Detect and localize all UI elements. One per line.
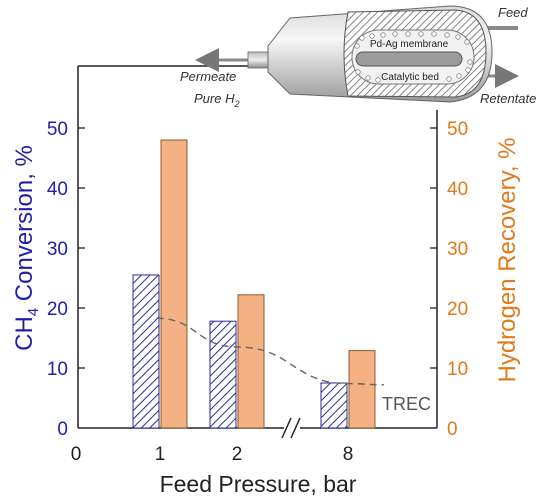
x-axis-break-mark-1 [281,417,292,439]
retentate-label: Retentate [480,91,536,106]
catalytic-bed-label: Catalytic bed [381,72,439,83]
right-tick-label: 10 [447,359,468,380]
y-left-label-sub: 4 [25,308,42,316]
x-tick-label: 2 [232,444,243,465]
membrane-label: Pd-Ag membrane [370,39,449,50]
bar-ch4-conversion-1 [132,274,160,429]
x-tick-label: 1 [155,444,166,465]
left-tick-label: 20 [47,299,68,320]
x-tick-label: 0 [71,444,82,465]
bar-hydrogen-recovery-8 [348,350,376,429]
left-tick-label: 10 [47,359,68,380]
x-axis-ticks: 0 1 2 8 [71,444,354,465]
bar-ch4-conversion-8 [320,382,348,429]
y-left-axis-label: CH4 Conversion, % [11,145,42,351]
left-tick-label: 30 [47,239,68,260]
trec-label: TREC [382,394,431,414]
right-tick-label: 50 [447,119,468,140]
left-tick-label: 0 [57,419,68,440]
left-axis-ticks: 0 10 20 30 40 50 [47,119,85,440]
bar-hydrogen-recovery-2 [237,294,265,429]
pure-h2-label: Pure H2 [194,91,239,109]
right-axis-ticks: 0 10 20 30 40 50 [430,119,468,440]
permeate-label: Permeate [180,69,236,84]
pure-h2-sub: 2 [233,99,239,109]
right-tick-label: 30 [447,239,468,260]
bars [132,139,376,429]
right-tick-label: 0 [447,419,458,440]
membrane-tube [355,51,463,67]
pure-h2-main: Pure H [194,91,235,106]
reactor-diagram: Pd-Ag membrane Catalytic bed Feed Retent… [180,5,536,109]
bar-ch4-conversion-2 [209,320,237,429]
right-tick-label: 40 [447,179,468,200]
left-tick-label: 50 [47,119,68,140]
x-axis-label: Feed Pressure, bar [160,471,357,497]
bar-hydrogen-recovery-1 [160,139,188,429]
right-tick-label: 20 [447,299,468,320]
trec-line [156,317,385,386]
feed-label: Feed [498,5,528,20]
x-axis-break-mark-2 [290,417,301,439]
catalyst-pellets [354,31,473,83]
x-tick-label: 8 [343,444,354,465]
permeate-tube [247,51,271,69]
left-tick-label: 40 [47,179,68,200]
y-left-label-main: CH [11,316,38,351]
y-left-label-rest: Conversion, % [11,145,38,308]
y-right-axis-label: Hydrogen Recovery, % [494,138,521,383]
